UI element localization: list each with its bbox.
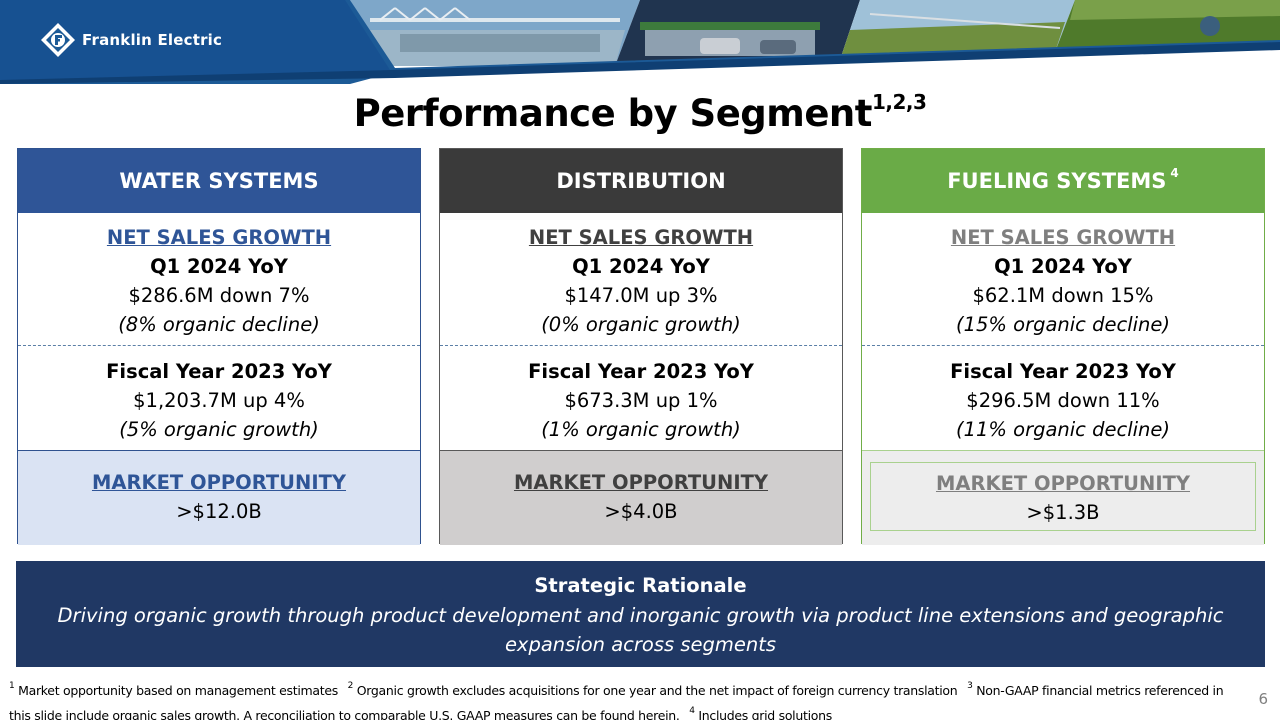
header-banner: Franklin Electric xyxy=(0,0,1280,84)
q1-organic: (15% organic decline) xyxy=(955,313,1170,336)
footnote-number: 4 xyxy=(689,706,695,717)
footnote-3: 3 Non-GAAP financial metrics referenced … xyxy=(9,681,1224,720)
rationale-title: Strategic Rationale xyxy=(534,574,747,597)
page-title-footnote-ref: 1,2,3 xyxy=(871,89,927,114)
fy-period: Fiscal Year 2023 YoY xyxy=(106,360,332,383)
fy-block: Fiscal Year 2023 YoY $296.5M down 11% (1… xyxy=(862,346,1264,450)
fy-organic: (11% organic decline) xyxy=(955,418,1170,441)
fy-period: Fiscal Year 2023 YoY xyxy=(528,360,754,383)
q1-value: $147.0M up 3% xyxy=(564,284,718,307)
franklin-electric-logo: Franklin Electric xyxy=(40,22,222,58)
market-heading: MARKET OPPORTUNITY xyxy=(91,471,347,494)
segment-header: FUELING SYSTEMS 4 xyxy=(862,149,1264,213)
footnote-1: 1 Market opportunity based on management… xyxy=(9,681,338,699)
q1-organic: (8% organic decline) xyxy=(118,313,320,336)
segment-distribution: DISTRIBUTION NET SALES GROWTH Q1 2024 Yo… xyxy=(439,148,843,545)
footnote-text: Market opportunity based on management e… xyxy=(18,683,338,699)
footnote-text: Includes grid solutions xyxy=(698,708,832,720)
rationale-body: Driving organic growth through product d… xyxy=(57,604,1224,656)
q1-organic: (0% organic growth) xyxy=(541,313,741,336)
fy-value: $296.5M down 11% xyxy=(966,389,1160,412)
segment-fueling-systems: FUELING SYSTEMS 4 NET SALES GROWTH Q1 202… xyxy=(861,148,1265,545)
q1-period: Q1 2024 YoY xyxy=(572,255,710,278)
segment-title: DISTRIBUTION xyxy=(556,169,726,193)
q1-period: Q1 2024 YoY xyxy=(150,255,288,278)
strategic-rationale-box: Strategic Rationale Driving organic grow… xyxy=(16,561,1265,667)
market-value: >$1.3B xyxy=(1026,501,1100,524)
fy-organic: (5% organic growth) xyxy=(119,418,319,441)
segment-water-systems: WATER SYSTEMS NET SALES GROWTH Q1 2024 Y… xyxy=(17,148,421,545)
market-value: >$4.0B xyxy=(604,500,678,523)
fy-value: $1,203.7M up 4% xyxy=(133,389,305,412)
net-sales-heading: NET SALES GROWTH xyxy=(950,226,1176,249)
fy-block: Fiscal Year 2023 YoY $1,203.7M up 4% (5%… xyxy=(18,346,420,450)
q1-value: $286.6M down 7% xyxy=(128,284,310,307)
market-opportunity-block: MARKET OPPORTUNITY >$4.0B xyxy=(440,450,842,545)
market-opportunity-block: MARKET OPPORTUNITY >$1.3B xyxy=(862,450,1264,545)
footnote-text: Non-GAAP financial metrics referenced in… xyxy=(9,683,1224,720)
net-sales-heading: NET SALES GROWTH xyxy=(106,226,332,249)
segment-header: WATER SYSTEMS xyxy=(18,149,420,213)
page-title-text: Performance by Segment xyxy=(353,92,873,135)
banner-photo-strip xyxy=(0,0,1280,84)
segment-title: FUELING SYSTEMS xyxy=(947,169,1167,193)
market-heading: MARKET OPPORTUNITY xyxy=(935,472,1191,495)
net-sales-heading: NET SALES GROWTH xyxy=(528,226,754,249)
footnote-number: 3 xyxy=(967,681,973,691)
market-opportunity-block: MARKET OPPORTUNITY >$12.0B xyxy=(18,450,420,545)
q1-block: NET SALES GROWTH Q1 2024 YoY $62.1M down… xyxy=(862,213,1264,346)
footnotes: 1 Market opportunity based on management… xyxy=(9,677,1234,720)
q1-block: NET SALES GROWTH Q1 2024 YoY $147.0M up … xyxy=(440,213,842,346)
page-number: 6 xyxy=(1258,690,1268,708)
logo-text: Franklin Electric xyxy=(82,31,223,49)
segment-title-footnote-ref: 4 xyxy=(1170,166,1179,180)
fy-organic: (1% organic growth) xyxy=(541,418,741,441)
footnote-4: 4 Includes grid solutions xyxy=(689,706,832,720)
fy-value: $673.3M up 1% xyxy=(564,389,718,412)
fy-period: Fiscal Year 2023 YoY xyxy=(950,360,1176,383)
footnote-number: 2 xyxy=(347,681,354,691)
market-value: >$12.0B xyxy=(176,500,262,523)
q1-block: NET SALES GROWTH Q1 2024 YoY $286.6M dow… xyxy=(18,213,420,346)
segment-title: WATER SYSTEMS xyxy=(119,169,319,193)
q1-period: Q1 2024 YoY xyxy=(994,255,1132,278)
footnote-text: Organic growth excludes acquisitions for… xyxy=(356,683,958,699)
footnote-number: 1 xyxy=(9,681,15,691)
market-heading: MARKET OPPORTUNITY xyxy=(513,471,769,494)
q1-value: $62.1M down 15% xyxy=(972,284,1154,307)
franklin-logo-icon xyxy=(41,23,75,57)
fy-block: Fiscal Year 2023 YoY $673.3M up 1% (1% o… xyxy=(440,346,842,450)
page-title: Performance by Segment1,2,3 xyxy=(0,89,1280,135)
footnote-2: 2 Organic growth excludes acquisitions f… xyxy=(347,681,958,699)
segment-header: DISTRIBUTION xyxy=(440,149,842,213)
